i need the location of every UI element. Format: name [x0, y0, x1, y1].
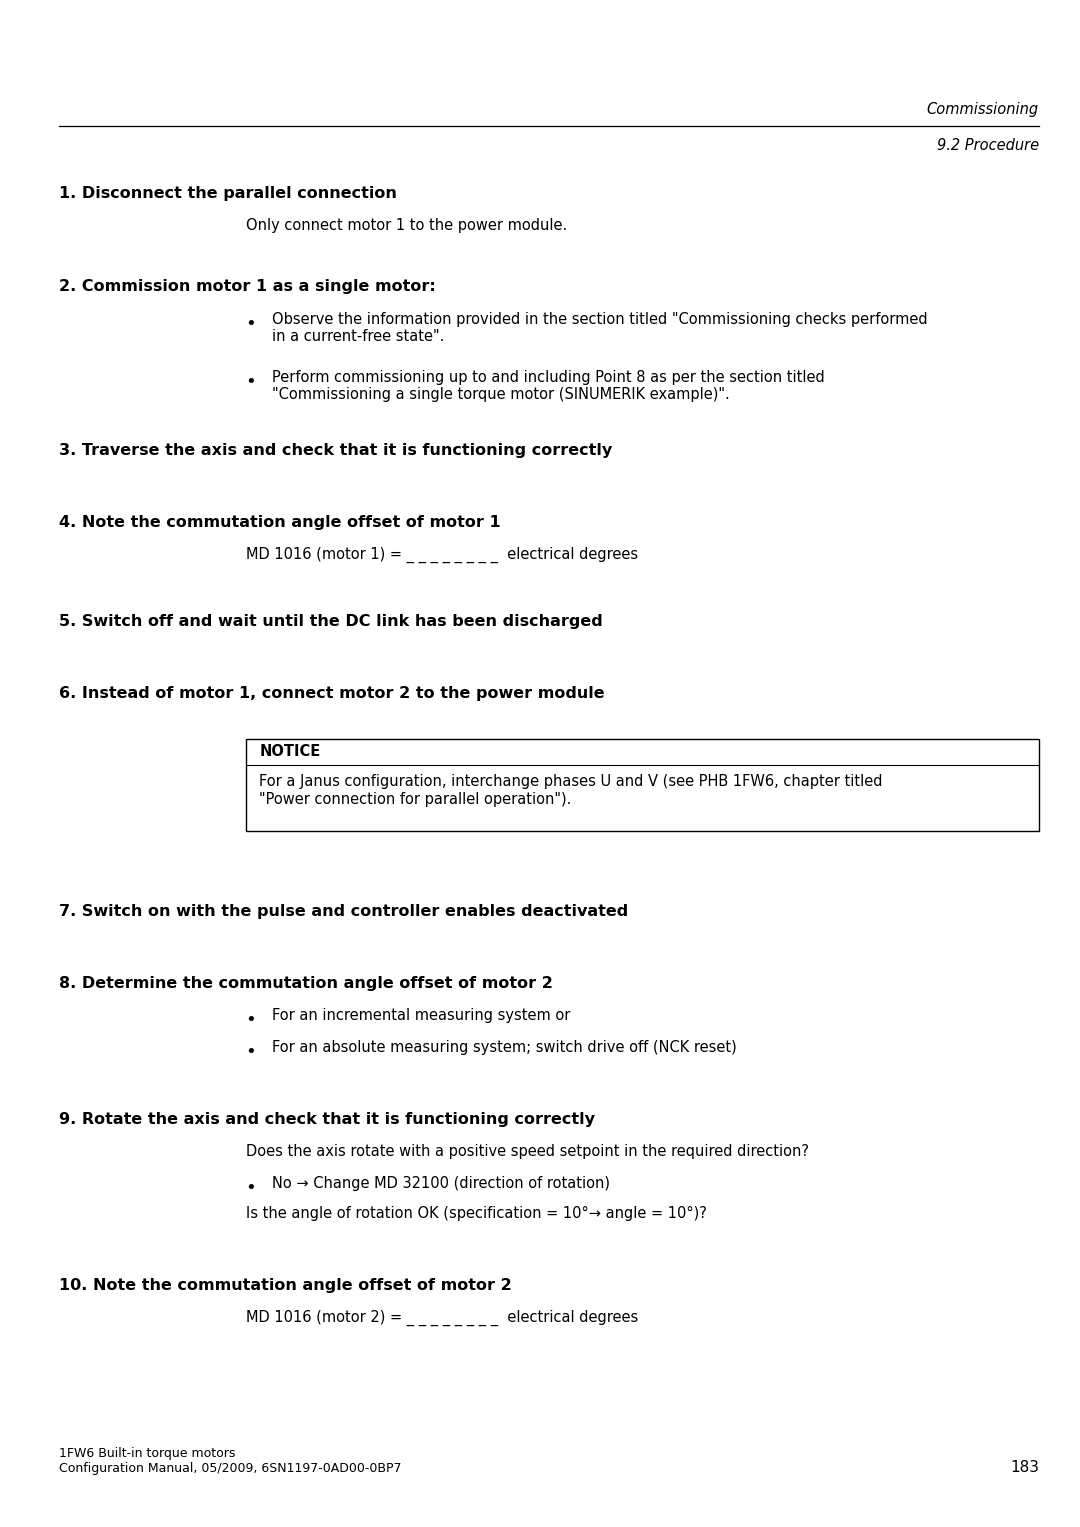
Text: For an incremental measuring system or: For an incremental measuring system or: [272, 1008, 570, 1023]
Text: 5. Switch off and wait until the DC link has been discharged: 5. Switch off and wait until the DC link…: [59, 614, 603, 629]
Text: Commissioning: Commissioning: [927, 102, 1039, 116]
Text: 8. Determine the commutation angle offset of motor 2: 8. Determine the commutation angle offse…: [59, 976, 553, 991]
Text: For an absolute measuring system; switch drive off (NCK reset): For an absolute measuring system; switch…: [272, 1040, 737, 1055]
Text: 183: 183: [1010, 1460, 1039, 1475]
Text: •: •: [245, 1179, 256, 1197]
Text: 1FW6 Built-in torque motors: 1FW6 Built-in torque motors: [59, 1446, 235, 1460]
Text: 9.2 Procedure: 9.2 Procedure: [936, 139, 1039, 153]
Text: •: •: [245, 1043, 256, 1061]
Text: 3. Traverse the axis and check that it is functioning correctly: 3. Traverse the axis and check that it i…: [59, 443, 612, 458]
Text: MD 1016 (motor 1) = _ _ _ _ _ _ _ _  electrical degrees: MD 1016 (motor 1) = _ _ _ _ _ _ _ _ elec…: [246, 547, 638, 563]
Text: 7. Switch on with the pulse and controller enables deactivated: 7. Switch on with the pulse and controll…: [59, 904, 629, 919]
Bar: [246, 739, 1039, 831]
Text: Configuration Manual, 05/2009, 6SN1197-0AD00-0BP7: Configuration Manual, 05/2009, 6SN1197-0…: [59, 1461, 402, 1475]
Text: Only connect motor 1 to the power module.: Only connect motor 1 to the power module…: [246, 218, 567, 234]
Text: Does the axis rotate with a positive speed setpoint in the required direction?: Does the axis rotate with a positive spe…: [246, 1144, 809, 1159]
Text: •: •: [245, 1011, 256, 1029]
Text: No → Change MD 32100 (direction of rotation): No → Change MD 32100 (direction of rotat…: [272, 1176, 610, 1191]
Text: 9. Rotate the axis and check that it is functioning correctly: 9. Rotate the axis and check that it is …: [59, 1112, 595, 1127]
Text: 4. Note the commutation angle offset of motor 1: 4. Note the commutation angle offset of …: [59, 515, 501, 530]
Text: •: •: [245, 315, 256, 333]
Text: 1. Disconnect the parallel connection: 1. Disconnect the parallel connection: [59, 186, 397, 202]
Text: Observe the information provided in the section titled "Commissioning checks per: Observe the information provided in the …: [272, 312, 928, 344]
Text: For a Janus configuration, interchange phases U and V (see PHB 1FW6, chapter tit: For a Janus configuration, interchange p…: [259, 774, 882, 806]
Text: 2. Commission motor 1 as a single motor:: 2. Commission motor 1 as a single motor:: [59, 279, 436, 295]
Text: Is the angle of rotation OK (specification = 10°→ angle = 10°)?: Is the angle of rotation OK (specificati…: [246, 1206, 707, 1222]
Text: 6. Instead of motor 1, connect motor 2 to the power module: 6. Instead of motor 1, connect motor 2 t…: [59, 686, 605, 701]
Text: NOTICE: NOTICE: [259, 744, 321, 759]
Text: •: •: [245, 373, 256, 391]
Text: 10. Note the commutation angle offset of motor 2: 10. Note the commutation angle offset of…: [59, 1278, 512, 1293]
Text: MD 1016 (motor 2) = _ _ _ _ _ _ _ _  electrical degrees: MD 1016 (motor 2) = _ _ _ _ _ _ _ _ elec…: [246, 1310, 638, 1327]
Text: Perform commissioning up to and including Point 8 as per the section titled
"Com: Perform commissioning up to and includin…: [272, 370, 825, 402]
